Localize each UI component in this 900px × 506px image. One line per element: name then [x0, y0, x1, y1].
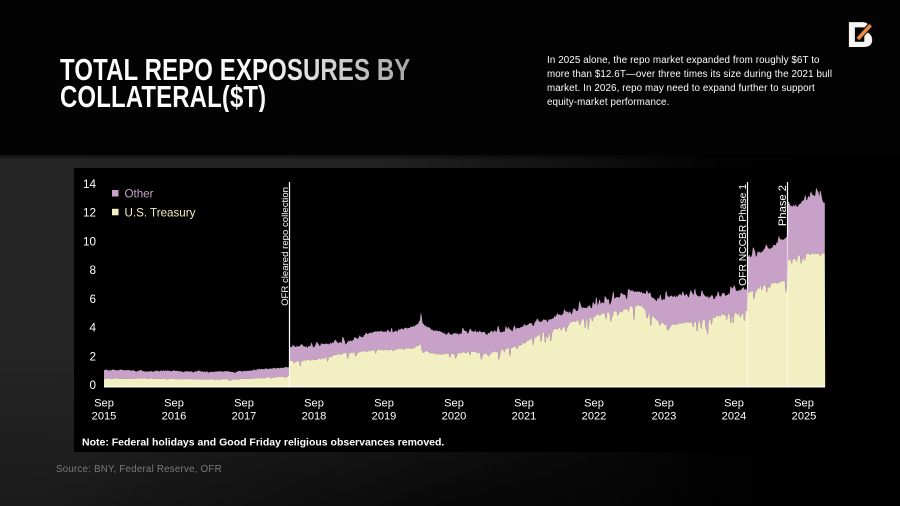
svg-text:2018: 2018 — [302, 411, 327, 423]
svg-text:2015: 2015 — [92, 411, 117, 423]
svg-text:U.S. Treasury: U.S. Treasury — [125, 206, 196, 219]
svg-text:Other: Other — [125, 188, 154, 201]
svg-text:2021: 2021 — [512, 411, 537, 423]
svg-text:2023: 2023 — [652, 411, 677, 423]
svg-text:Sep: Sep — [94, 398, 114, 410]
svg-text:Sep: Sep — [794, 398, 814, 410]
svg-text:OFR cleared repo collection: OFR cleared repo collection — [280, 187, 291, 306]
svg-text:14: 14 — [83, 178, 97, 191]
svg-text:Sep: Sep — [584, 398, 604, 410]
svg-text:Sep: Sep — [444, 398, 464, 410]
svg-text:0: 0 — [89, 379, 96, 392]
svg-text:2: 2 — [89, 350, 96, 363]
svg-text:OFR NCCBR Phase 1: OFR NCCBR Phase 1 — [738, 184, 749, 286]
svg-text:2022: 2022 — [582, 411, 607, 423]
svg-text:12: 12 — [83, 207, 96, 220]
svg-text:Sep: Sep — [304, 398, 324, 410]
svg-text:Sep: Sep — [654, 398, 674, 410]
svg-text:2024: 2024 — [722, 411, 747, 423]
svg-text:Sep: Sep — [374, 398, 394, 410]
svg-text:Sep: Sep — [234, 398, 254, 410]
svg-text:2019: 2019 — [372, 411, 397, 423]
svg-text:Sep: Sep — [514, 398, 534, 410]
svg-text:2020: 2020 — [442, 411, 467, 423]
svg-text:Phase 2: Phase 2 — [777, 185, 789, 226]
svg-text:4: 4 — [89, 322, 96, 335]
svg-text:10: 10 — [83, 235, 97, 248]
svg-text:Note: Federal holidays and Goo: Note: Federal holidays and Good Friday r… — [82, 437, 444, 449]
svg-text:Sep: Sep — [724, 398, 744, 410]
svg-text:2025: 2025 — [792, 411, 817, 423]
svg-text:2016: 2016 — [162, 411, 187, 423]
svg-text:2017: 2017 — [232, 411, 257, 423]
svg-text:6: 6 — [89, 293, 96, 306]
svg-text:8: 8 — [89, 264, 96, 277]
svg-text:Sep: Sep — [164, 398, 184, 410]
